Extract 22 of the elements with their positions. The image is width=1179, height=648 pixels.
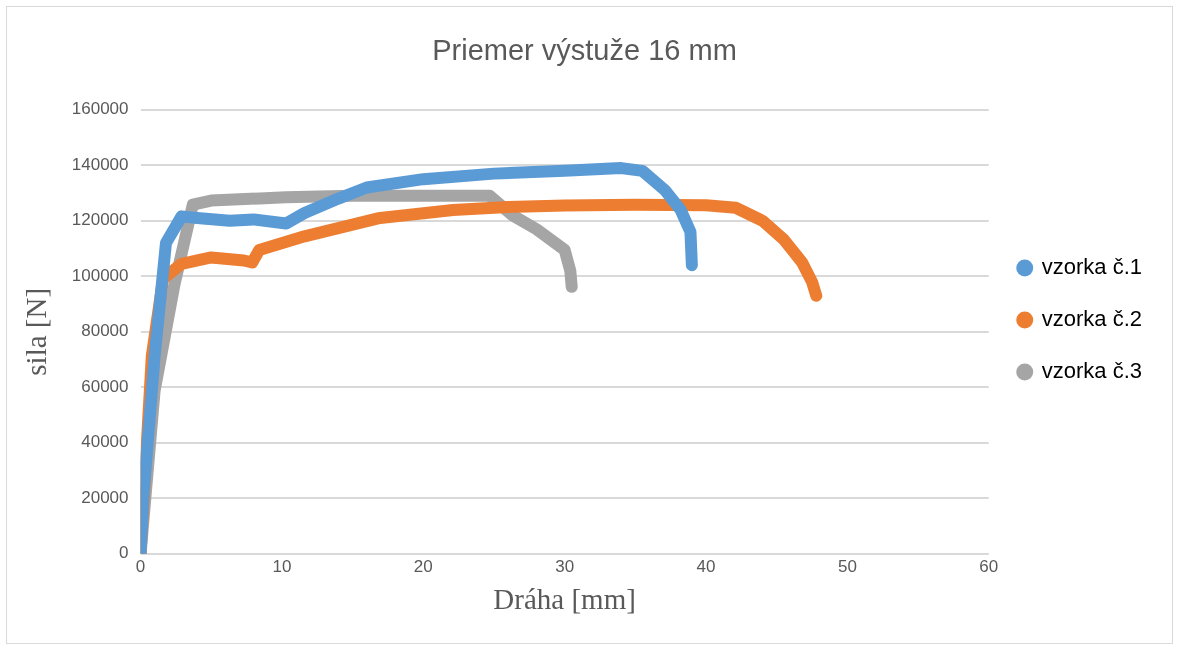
y-tick-label: 80000 (81, 321, 129, 341)
chart-title: Priemer výstuže 16 mm (432, 34, 737, 67)
x-tick-label: 60 (979, 556, 999, 576)
x-tick-label: 20 (413, 556, 433, 576)
y-tick-label: 100000 (71, 265, 129, 285)
x-tick-label: 10 (272, 556, 292, 576)
legend-label: vzorka č.2 (1041, 306, 1143, 332)
y-tick-label: 160000 (71, 99, 129, 119)
x-tick-label: 0 (135, 556, 146, 576)
y-tick-label: 120000 (71, 210, 129, 230)
y-tick-label: 140000 (71, 154, 129, 174)
y-tick-label: 20000 (81, 487, 129, 507)
x-tick-label: 50 (837, 556, 857, 576)
y-tick-label: 0 (119, 543, 129, 563)
legend-label: vzorka č.3 (1041, 358, 1143, 384)
x-axis-title: Dráha [mm] (493, 583, 636, 616)
y-tick-label: 40000 (81, 432, 129, 452)
x-tick-label: 40 (696, 556, 716, 576)
y-axis-title: sila [N] (20, 287, 53, 376)
legend-label: vzorka č.1 (1041, 254, 1143, 280)
x-tick-label: 30 (555, 556, 575, 576)
y-tick-label: 60000 (81, 376, 129, 396)
